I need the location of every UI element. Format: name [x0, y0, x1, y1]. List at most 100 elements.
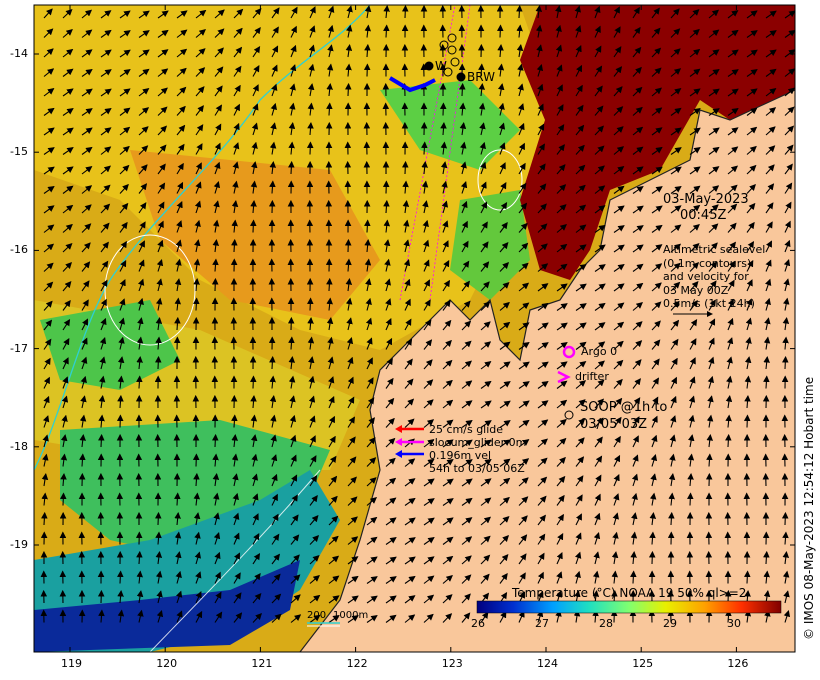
velocity-arrow — [137, 278, 145, 292]
velocity-arrow — [155, 317, 163, 331]
velocity-arrow — [670, 300, 680, 311]
velocity-arrow — [100, 146, 112, 155]
velocity-arrow — [269, 395, 277, 409]
velocity-arrow — [651, 224, 663, 233]
velocity-arrow — [328, 614, 340, 623]
velocity-arrow — [328, 415, 335, 428]
y-tick-label: -17 — [10, 341, 28, 355]
velocity-arrow — [43, 28, 54, 38]
colorbar-tick-label: 28 — [599, 617, 613, 630]
velocity-arrow — [537, 361, 549, 370]
velocity-arrow — [347, 615, 359, 623]
velocity-arrow — [461, 593, 471, 604]
velocity-arrow — [100, 88, 112, 97]
velocity-arrow — [765, 240, 772, 253]
velocity-arrow — [784, 29, 795, 38]
velocity-arrow — [746, 88, 758, 97]
velocity-arrow — [366, 437, 376, 448]
velocity-arrow — [746, 279, 753, 292]
velocity-arrow — [613, 205, 625, 214]
velocity-arrow — [631, 512, 638, 526]
velocity-arrow — [651, 358, 660, 370]
velocity-arrow — [575, 104, 584, 116]
velocity-arrow — [385, 337, 393, 350]
velocity-arrow — [556, 380, 568, 389]
velocity-arrow — [784, 68, 795, 77]
velocity-arrow — [423, 438, 435, 448]
velocity-arrow — [176, 162, 184, 175]
velocity-arrow — [480, 321, 491, 331]
velocity-arrow — [100, 69, 112, 77]
velocity-arrow — [345, 278, 353, 292]
velocity-arrow — [383, 5, 390, 19]
velocity-arrow — [157, 10, 169, 19]
altimetry-note: Altimetric sealevel (0.1m contours) and … — [663, 243, 765, 311]
velocity-arrow — [364, 24, 372, 38]
velocity-arrow — [765, 49, 777, 58]
velocity-arrow — [594, 322, 606, 331]
velocity-arrow — [100, 222, 110, 233]
velocity-arrow — [744, 375, 752, 389]
velocity-arrow — [307, 102, 315, 116]
velocity-arrow — [763, 570, 770, 584]
velocity-arrow — [385, 437, 396, 448]
velocity-arrow — [290, 44, 297, 58]
velocity-arrow — [480, 241, 489, 253]
colorbar-tick-label: 26 — [471, 617, 485, 630]
velocity-arrow — [62, 185, 74, 194]
velocity-arrow — [480, 516, 492, 526]
velocity-arrow — [518, 515, 528, 526]
velocity-arrow — [575, 532, 582, 545]
velocity-arrow — [668, 492, 675, 506]
velocity-arrow — [461, 380, 473, 389]
velocity-arrow — [442, 613, 453, 623]
velocity-arrow — [385, 517, 397, 526]
velocity-arrow — [537, 143, 545, 155]
velocity-arrow — [670, 147, 682, 155]
velocity-arrow — [575, 164, 586, 175]
velocity-arrow — [81, 29, 93, 38]
velocity-arrow — [499, 361, 511, 370]
velocity-arrow — [347, 556, 359, 565]
velocity-arrow — [195, 86, 205, 97]
velocity-arrow — [43, 205, 55, 214]
velocity-arrow — [117, 609, 125, 623]
velocity-arrow — [81, 223, 92, 233]
velocity-arrow — [764, 317, 771, 331]
velocity-arrow — [214, 104, 222, 116]
velocity-arrow — [518, 282, 530, 292]
velocity-arrow — [233, 532, 240, 545]
velocity-arrow — [307, 356, 315, 370]
velocity-arrow — [271, 493, 278, 506]
velocity-arrow — [517, 103, 525, 116]
velocity-arrow — [345, 63, 352, 77]
velocity-arrow — [480, 221, 488, 233]
velocity-arrow — [385, 298, 392, 311]
velocity-arrow — [326, 102, 333, 116]
velocity-arrow — [708, 9, 720, 19]
velocity-arrow — [442, 536, 454, 545]
velocity-arrow — [632, 378, 641, 389]
velocity-arrow — [423, 279, 430, 292]
velocity-arrow — [327, 336, 334, 350]
velocity-arrow — [156, 609, 164, 623]
velocity-arrow — [765, 145, 776, 155]
velocity-arrow — [594, 105, 604, 116]
velocity-arrow — [155, 336, 162, 350]
velocity-arrow — [651, 186, 663, 194]
velocity-arrow — [442, 459, 454, 467]
velocity-arrow — [480, 554, 491, 565]
velocity-arrow — [575, 475, 584, 487]
velocity-arrow — [366, 576, 378, 584]
velocity-arrow — [727, 127, 739, 136]
velocity-arrow — [328, 555, 340, 565]
velocity-arrow — [404, 458, 416, 467]
velocity-arrow — [138, 164, 148, 175]
velocity-arrow — [537, 342, 549, 350]
velocity-arrow — [708, 68, 720, 77]
velocity-arrow — [423, 556, 435, 565]
velocity-arrow — [137, 609, 144, 623]
velocity-arrow — [212, 453, 219, 467]
velocity-arrow — [632, 86, 643, 97]
